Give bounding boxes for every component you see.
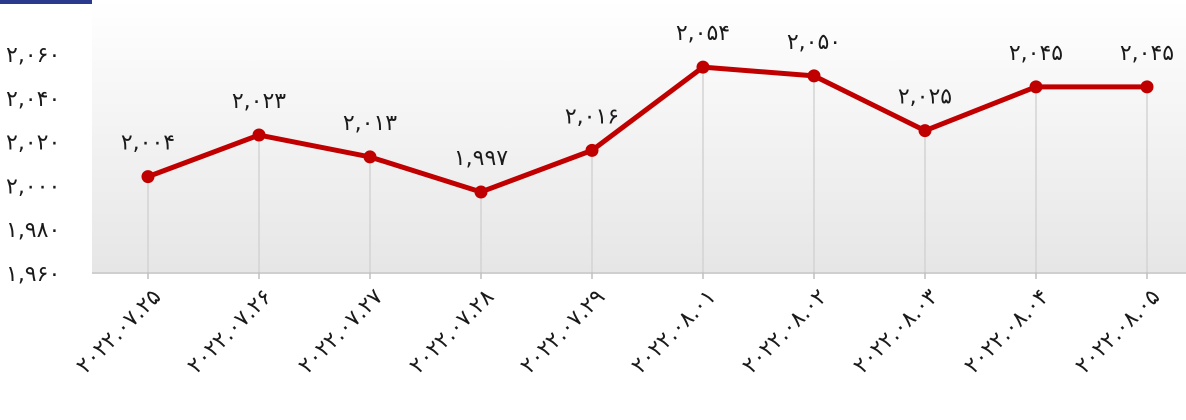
y-tick-label: ۲,۰۶۰ [6,43,60,68]
data-point [474,185,488,199]
data-label: ۲,۰۵۰ [787,30,841,55]
data-label: ۲,۰۲۵ [898,85,952,110]
x-tick-label: ۲۰۲۲.۰۷.۲۹ [516,285,610,379]
data-label: ۲,۰۲۳ [232,89,286,114]
data-point [696,60,710,74]
x-tick-label: ۲۰۲۲.۰۷.۲۸ [405,284,500,379]
data-point [252,128,266,142]
series-line-group [147,64,1147,195]
data-label: ۲,۰۴۵ [1120,41,1174,66]
y-tick-label: ۱,۹۶۰ [6,262,60,287]
data-point [1029,80,1043,94]
data-point [807,69,821,83]
data-point [1140,80,1154,94]
y-axis-ticks: ۱,۹۶۰ ۱,۹۸۰ ۲,۰۰۰ ۲,۰۲۰ ۲,۰۴۰ ۲,۰۶۰ [6,43,60,287]
x-tick-label: ۲۰۲۲.۰۷.۲۵ [72,285,166,379]
x-tick-label: ۲۰۲۲.۰۸.۰۲ [738,285,832,379]
x-axis-ticks: ۲۰۲۲.۰۷.۲۵ ۲۰۲۲.۰۷.۲۶ ۲۰۲۲.۰۷.۲۷ ۲۰۲۲.۰۷.۲۸… [72,284,1165,379]
data-label: ۲,۰۴۵ [1009,41,1063,66]
y-tick-label: ۲,۰۲۰ [6,131,60,156]
data-label: ۱,۹۹۷ [454,146,508,171]
data-label: ۲,۰۰۴ [121,131,175,156]
x-tick-label: ۲۰۲۲.۰۸.۰۵ [1071,285,1165,379]
x-tick-label: ۲۰۲۲.۰۸.۰۱ [627,285,721,379]
y-tick-label: ۲,۰۰۰ [6,174,60,199]
y-tick-label: ۱,۹۸۰ [6,218,60,243]
data-point [918,124,932,138]
data-point [585,143,599,157]
data-label: ۲,۰۱۶ [565,104,619,129]
x-tick-label: ۲۰۲۲.۰۷.۲۶ [183,285,277,379]
y-tick-label: ۲,۰۴۰ [6,87,60,112]
data-labels: ۲,۰۰۴ ۲,۰۲۳ ۲,۰۱۳ ۱,۹۹۷ ۲,۰۱۶ ۲,۰۵۴ ۲,۰۵۰ ۲,۰۲۵… [121,21,1174,171]
data-label: ۲,۰۱۳ [343,111,397,136]
data-point [363,150,377,164]
data-point [141,170,155,184]
series-line [147,64,1147,195]
series-markers [141,60,1154,199]
x-tick-label: ۲۰۲۲.۰۸.۰۳ [849,284,944,379]
x-tick-label: ۲۰۲۲.۰۷.۲۷ [294,284,389,379]
x-tick-label: ۲۰۲۲.۰۸.۰۴ [960,285,1054,379]
drop-lines [147,67,1148,279]
data-label: ۲,۰۵۴ [676,21,730,46]
